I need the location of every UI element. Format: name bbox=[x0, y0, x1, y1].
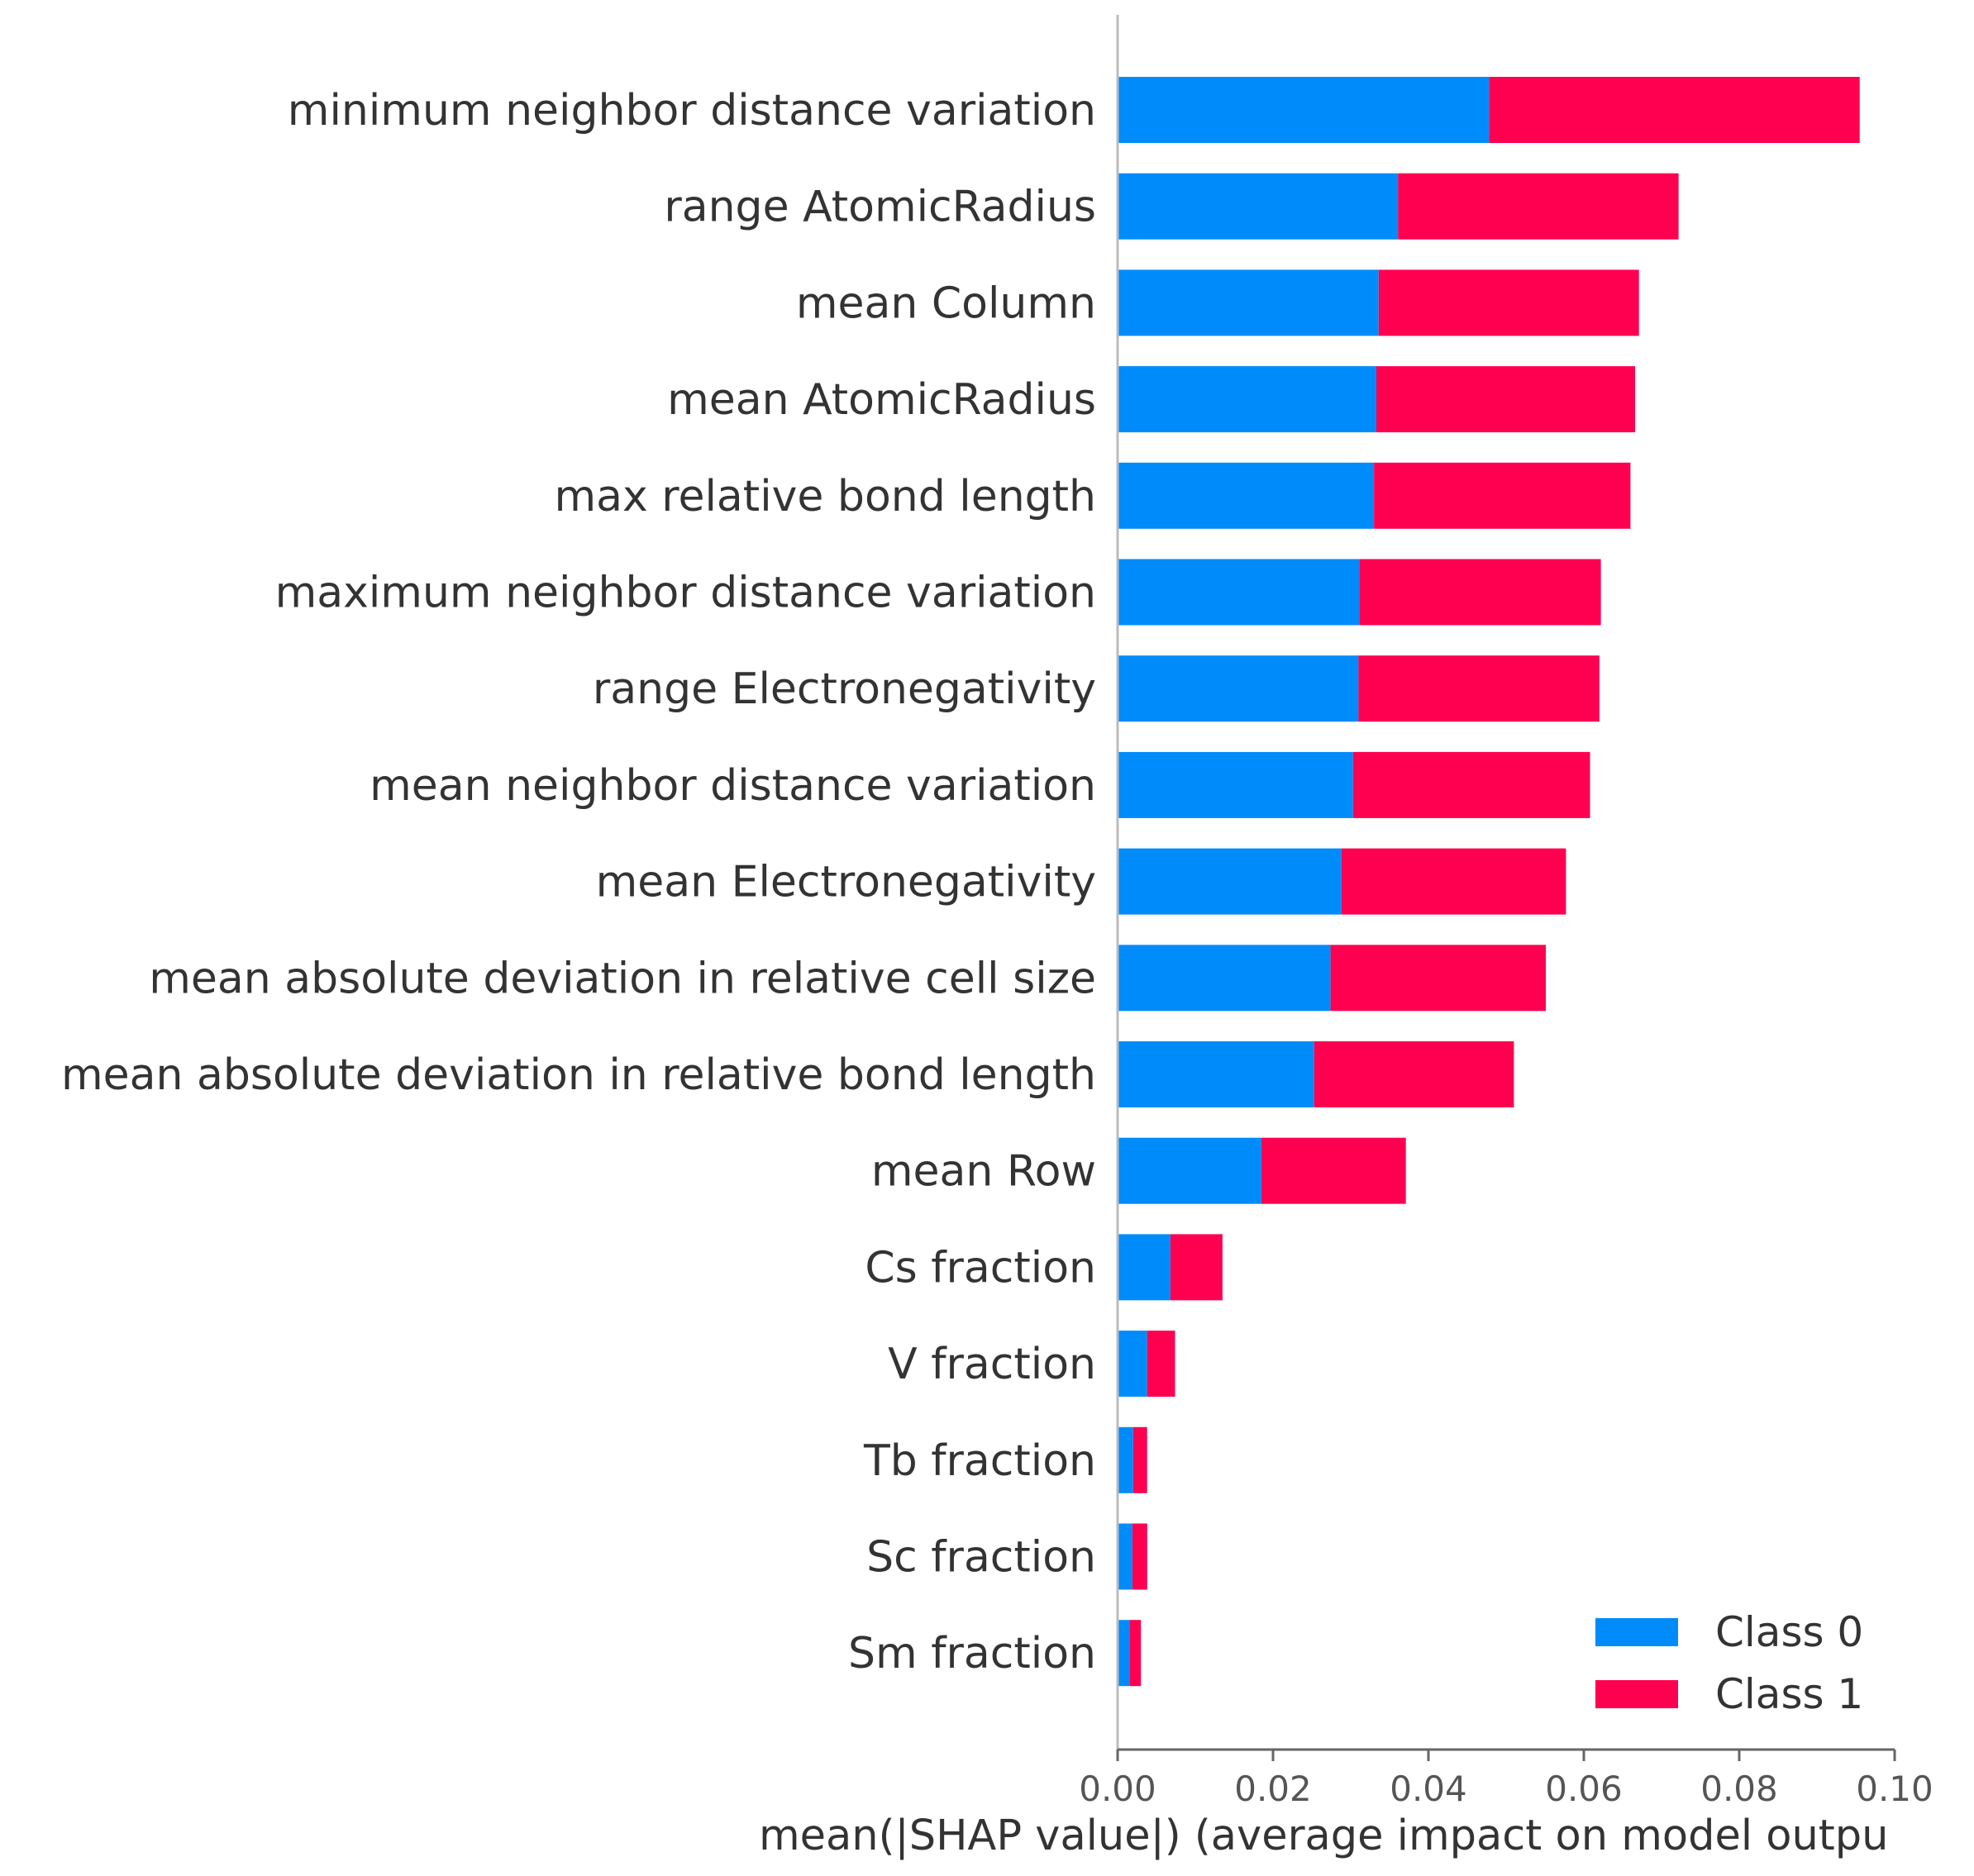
feature-label: mean Electronegativity bbox=[596, 858, 1096, 907]
x-axis-label: mean(|SHAP value|) (average impact on mo… bbox=[759, 1812, 1888, 1860]
bar-class0-6 bbox=[1118, 655, 1359, 722]
feature-labels: minimum neighbor distance variation range… bbox=[61, 86, 1096, 1678]
bar-class1-1 bbox=[1398, 173, 1679, 240]
legend: Class 0 Class 1 bbox=[1595, 1608, 1863, 1718]
bar-class0-8 bbox=[1118, 848, 1342, 915]
bar-class1-15 bbox=[1132, 1523, 1147, 1590]
x-tick-label: 0.10 bbox=[1856, 1769, 1933, 1809]
bar-class0-13 bbox=[1118, 1331, 1147, 1397]
bar-class1-5 bbox=[1359, 559, 1601, 626]
bar-class1-13 bbox=[1147, 1331, 1175, 1397]
bar-class1-2 bbox=[1378, 269, 1639, 336]
bar-class0-7 bbox=[1118, 751, 1353, 818]
bar-class1-9 bbox=[1330, 945, 1546, 1012]
feature-label: Sc fraction bbox=[866, 1533, 1096, 1583]
bar-class1-0 bbox=[1489, 77, 1860, 143]
legend-label-class0: Class 0 bbox=[1715, 1608, 1863, 1656]
bar-class0-15 bbox=[1118, 1523, 1132, 1590]
feature-label: mean Column bbox=[796, 279, 1096, 328]
feature-label: range Electronegativity bbox=[593, 664, 1096, 714]
bar-class0-2 bbox=[1118, 269, 1379, 336]
feature-label: V fraction bbox=[888, 1340, 1096, 1389]
bar-class0-5 bbox=[1118, 559, 1360, 626]
legend-swatch-class0 bbox=[1595, 1618, 1678, 1646]
bar-class1-6 bbox=[1358, 655, 1600, 722]
bar-class0-4 bbox=[1118, 462, 1375, 529]
feature-label: mean neighbor distance variation bbox=[370, 761, 1096, 811]
bar-class1-4 bbox=[1374, 462, 1631, 529]
bar-class0-10 bbox=[1118, 1041, 1314, 1107]
bar-class0-12 bbox=[1118, 1234, 1171, 1301]
bar-class1-12 bbox=[1170, 1234, 1223, 1301]
feature-label: range AtomicRadius bbox=[664, 183, 1096, 232]
feature-label: mean AtomicRadius bbox=[667, 375, 1096, 425]
x-tick-label: 0.04 bbox=[1390, 1769, 1467, 1809]
bar-class1-8 bbox=[1341, 848, 1566, 915]
bar-class0-0 bbox=[1118, 77, 1490, 143]
feature-label: minimum neighbor distance variation bbox=[288, 86, 1096, 136]
bar-class1-7 bbox=[1352, 751, 1590, 818]
bar-class1-16 bbox=[1130, 1620, 1142, 1687]
bar-class1-11 bbox=[1261, 1137, 1406, 1204]
x-tick-label: 0.02 bbox=[1234, 1769, 1312, 1809]
x-tick-label: 0.08 bbox=[1700, 1769, 1778, 1809]
bars-layer bbox=[1118, 77, 1860, 1687]
x-tick-label: 0.06 bbox=[1545, 1769, 1623, 1809]
x-tick-label: 0.00 bbox=[1079, 1769, 1156, 1809]
legend-label-class1: Class 1 bbox=[1715, 1670, 1863, 1718]
feature-label: mean absolute deviation in relative bond… bbox=[61, 1050, 1096, 1100]
feature-label: Tb fraction bbox=[863, 1436, 1096, 1486]
feature-label: maximum neighbor distance variation bbox=[275, 569, 1096, 618]
bar-class0-3 bbox=[1118, 366, 1376, 433]
bar-class0-11 bbox=[1118, 1137, 1261, 1204]
bar-class0-14 bbox=[1118, 1426, 1133, 1493]
bar-class0-9 bbox=[1118, 945, 1331, 1012]
bar-class1-3 bbox=[1376, 366, 1635, 433]
bar-class1-10 bbox=[1314, 1041, 1514, 1107]
feature-label: max relative bond length bbox=[554, 472, 1096, 521]
bar-class1-14 bbox=[1132, 1426, 1147, 1493]
feature-label: mean absolute deviation in relative cell… bbox=[149, 954, 1096, 1003]
feature-label: Cs fraction bbox=[865, 1243, 1096, 1293]
feature-label: mean Row bbox=[871, 1147, 1096, 1197]
bar-class0-16 bbox=[1118, 1620, 1130, 1687]
feature-label: Sm fraction bbox=[848, 1629, 1096, 1678]
bar-class0-1 bbox=[1118, 173, 1399, 240]
legend-swatch-class1 bbox=[1595, 1680, 1678, 1708]
x-axis-ticks: 0.00 0.02 0.04 0.06 0.08 0.10 bbox=[1079, 1750, 1933, 1809]
